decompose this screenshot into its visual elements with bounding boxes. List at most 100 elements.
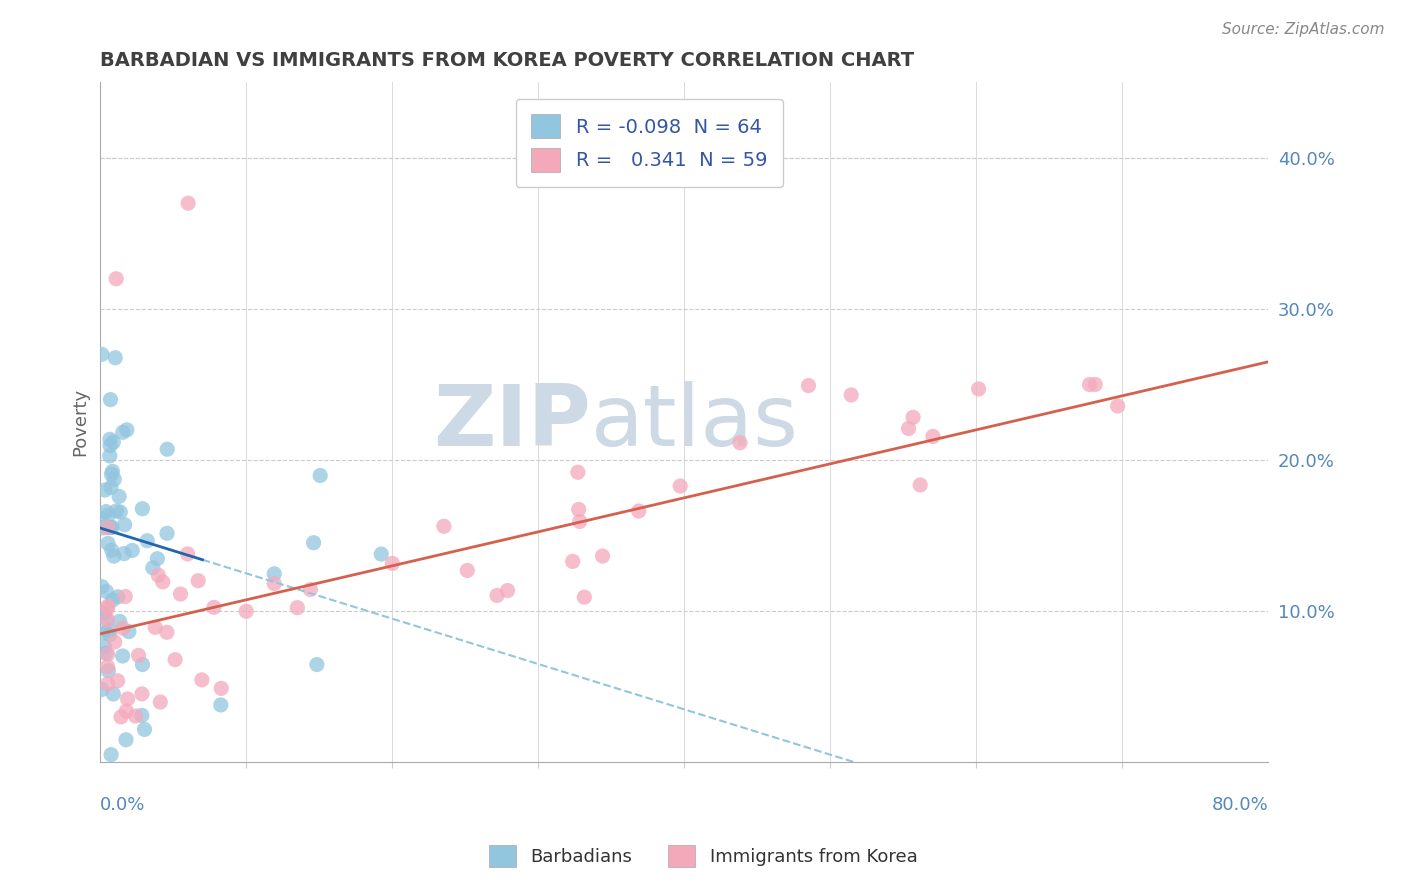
Point bbox=[115, 704, 138, 718]
Point bbox=[101, 520, 124, 534]
Point bbox=[105, 272, 128, 286]
Point bbox=[103, 435, 125, 450]
Point bbox=[143, 620, 166, 634]
Text: 0.0%: 0.0% bbox=[100, 797, 146, 814]
Point bbox=[156, 442, 179, 457]
Point bbox=[131, 687, 153, 701]
Point bbox=[235, 604, 257, 618]
Point bbox=[111, 621, 134, 635]
Point bbox=[97, 508, 120, 522]
Point bbox=[302, 535, 325, 549]
Point bbox=[90, 512, 112, 526]
Point bbox=[97, 601, 120, 615]
Point bbox=[176, 547, 198, 561]
Point bbox=[115, 423, 138, 437]
Point bbox=[263, 576, 285, 591]
Point bbox=[103, 549, 125, 563]
Point bbox=[94, 646, 117, 660]
Point bbox=[908, 478, 931, 492]
Point bbox=[897, 421, 920, 435]
Legend: Barbadians, Immigrants from Korea: Barbadians, Immigrants from Korea bbox=[481, 838, 925, 874]
Point bbox=[100, 467, 122, 482]
Point bbox=[118, 624, 141, 639]
Point bbox=[100, 392, 122, 407]
Point bbox=[456, 564, 478, 578]
Text: atlas: atlas bbox=[591, 381, 799, 464]
Point bbox=[187, 574, 209, 588]
Point bbox=[142, 561, 165, 575]
Point bbox=[114, 517, 136, 532]
Point bbox=[90, 682, 112, 697]
Point bbox=[149, 695, 172, 709]
Point bbox=[105, 504, 128, 518]
Point bbox=[98, 433, 121, 447]
Point bbox=[107, 673, 129, 688]
Point bbox=[93, 640, 115, 654]
Point bbox=[100, 747, 122, 762]
Point bbox=[97, 677, 120, 691]
Text: BARBADIAN VS IMMIGRANTS FROM KOREA POVERTY CORRELATION CHART: BARBADIAN VS IMMIGRANTS FROM KOREA POVER… bbox=[100, 51, 914, 70]
Point bbox=[669, 479, 692, 493]
Point bbox=[108, 490, 131, 504]
Point bbox=[98, 449, 121, 463]
Point bbox=[93, 606, 115, 620]
Point bbox=[568, 502, 591, 516]
Point bbox=[146, 551, 169, 566]
Text: Source: ZipAtlas.com: Source: ZipAtlas.com bbox=[1222, 22, 1385, 37]
Point bbox=[100, 480, 122, 494]
Text: 80.0%: 80.0% bbox=[1212, 797, 1268, 814]
Point bbox=[101, 464, 124, 478]
Point bbox=[97, 624, 120, 638]
Point bbox=[134, 723, 156, 737]
Point bbox=[1107, 399, 1129, 413]
Point bbox=[169, 587, 191, 601]
Point bbox=[152, 574, 174, 589]
Point bbox=[98, 627, 121, 641]
Point bbox=[93, 625, 115, 640]
Point bbox=[111, 648, 134, 663]
Point bbox=[101, 593, 124, 607]
Point bbox=[111, 425, 134, 440]
Point bbox=[839, 388, 862, 402]
Point bbox=[309, 468, 332, 483]
Point bbox=[97, 599, 120, 614]
Point bbox=[901, 410, 924, 425]
Point bbox=[967, 382, 990, 396]
Point bbox=[90, 580, 112, 594]
Y-axis label: Poverty: Poverty bbox=[72, 388, 89, 457]
Point bbox=[97, 664, 120, 678]
Point bbox=[124, 709, 146, 723]
Point bbox=[209, 681, 232, 696]
Point bbox=[97, 647, 120, 661]
Point bbox=[191, 673, 214, 687]
Point bbox=[574, 590, 596, 604]
Point bbox=[117, 692, 139, 706]
Point bbox=[128, 648, 150, 663]
Point bbox=[285, 600, 308, 615]
Point bbox=[797, 378, 820, 392]
Point bbox=[90, 347, 112, 361]
Point bbox=[97, 520, 120, 534]
Point bbox=[627, 504, 650, 518]
Point bbox=[922, 429, 945, 443]
Point bbox=[496, 583, 519, 598]
Point bbox=[433, 519, 456, 533]
Point bbox=[103, 687, 125, 701]
Point bbox=[486, 589, 509, 603]
Point bbox=[100, 543, 122, 558]
Point bbox=[97, 613, 120, 627]
Point bbox=[131, 501, 153, 516]
Point bbox=[96, 612, 118, 626]
Point bbox=[112, 547, 135, 561]
Point bbox=[156, 625, 179, 640]
Point bbox=[97, 659, 120, 673]
Point bbox=[1078, 377, 1101, 392]
Point bbox=[104, 635, 127, 649]
Point bbox=[1084, 377, 1107, 392]
Point bbox=[108, 615, 131, 629]
Point bbox=[177, 196, 200, 211]
Point bbox=[94, 483, 117, 497]
Point bbox=[110, 710, 132, 724]
Point bbox=[728, 435, 751, 450]
Text: ZIP: ZIP bbox=[433, 381, 591, 464]
